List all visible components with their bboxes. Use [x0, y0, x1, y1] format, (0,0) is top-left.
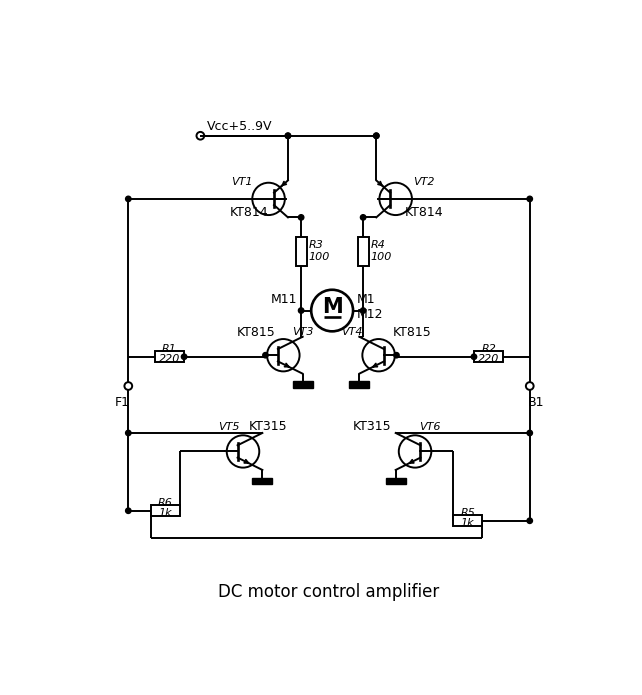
Text: M: M [322, 297, 342, 318]
Circle shape [285, 133, 291, 138]
Text: DC motor control amplifier: DC motor control amplifier [218, 582, 440, 600]
Bar [474, 352, 503, 362]
Bar [151, 505, 180, 516]
Bar [293, 382, 313, 388]
Text: Vcc+5..9V: Vcc+5..9V [207, 120, 272, 133]
Text: M1: M1 [357, 293, 376, 306]
Bar [296, 236, 306, 266]
Circle shape [394, 352, 399, 358]
Circle shape [285, 133, 291, 138]
Text: VT6: VT6 [419, 422, 440, 432]
Text: KT814: KT814 [230, 206, 268, 219]
Text: VT2: VT2 [413, 177, 434, 187]
Text: 1k: 1k [159, 508, 172, 518]
Text: M12: M12 [357, 308, 383, 321]
Text: 220: 220 [159, 354, 180, 364]
Text: R5: R5 [460, 508, 475, 518]
Text: F1: F1 [115, 396, 130, 409]
Circle shape [182, 354, 187, 359]
Circle shape [374, 133, 379, 138]
Text: KT814: KT814 [405, 206, 444, 219]
Text: R1: R1 [162, 344, 177, 354]
Circle shape [299, 215, 304, 220]
Text: VT1: VT1 [232, 177, 253, 187]
Text: KT815: KT815 [392, 326, 431, 338]
Text: R6: R6 [158, 498, 173, 508]
Text: VT3: VT3 [293, 327, 314, 337]
Circle shape [126, 508, 131, 514]
Text: R3: R3 [309, 240, 324, 250]
Text: VT4: VT4 [342, 327, 363, 337]
Circle shape [299, 308, 304, 313]
Text: R4: R4 [371, 240, 386, 250]
Circle shape [527, 518, 532, 523]
Bar [349, 382, 369, 388]
Circle shape [527, 196, 532, 202]
Circle shape [471, 354, 476, 359]
Text: KT815: KT815 [237, 326, 275, 338]
Circle shape [360, 215, 366, 220]
Circle shape [126, 430, 131, 436]
Text: 100: 100 [309, 252, 330, 263]
Text: M11: M11 [271, 293, 297, 306]
Bar [155, 352, 184, 362]
Text: 100: 100 [371, 252, 392, 263]
Text: 1k: 1k [461, 518, 474, 528]
Circle shape [126, 196, 131, 202]
Circle shape [374, 133, 379, 138]
Circle shape [527, 430, 532, 436]
Circle shape [263, 352, 268, 358]
Text: VT5: VT5 [218, 422, 239, 432]
Text: B1: B1 [528, 396, 544, 409]
Bar [358, 236, 369, 266]
Text: 220: 220 [478, 354, 499, 364]
Text: KT315: KT315 [353, 420, 392, 433]
Bar [252, 477, 272, 484]
Bar [386, 477, 406, 484]
Bar [453, 516, 483, 526]
Circle shape [360, 308, 366, 313]
Text: R2: R2 [482, 344, 496, 354]
Text: KT315: KT315 [249, 420, 288, 433]
